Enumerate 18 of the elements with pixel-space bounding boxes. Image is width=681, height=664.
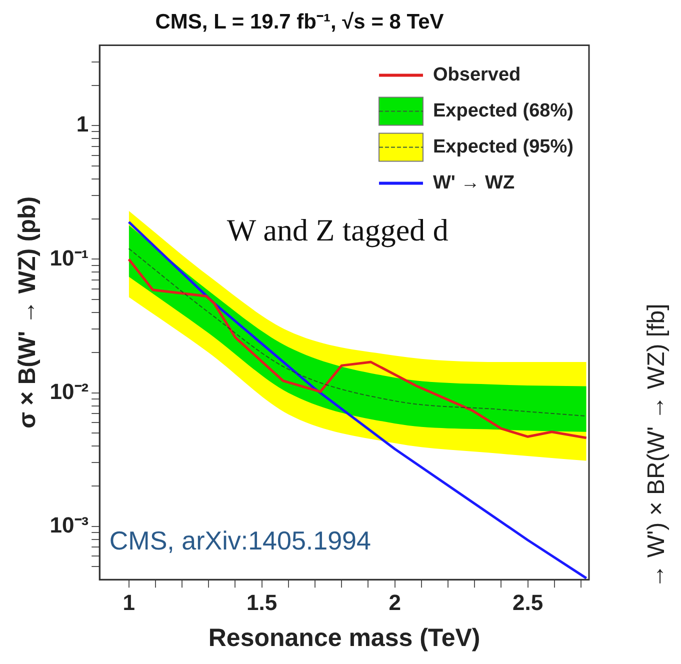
y-tick-label: 10⁻¹	[50, 245, 89, 270]
legend-label: Expected (68%)	[433, 100, 574, 122]
x-axis-title: Resonance mass (TeV)	[208, 624, 480, 652]
annotation: W and Z tagged d	[226, 212, 449, 248]
legend-label: Observed	[433, 64, 521, 86]
x-tick-label: 2.5	[512, 590, 544, 615]
legend-label: Expected (95%)	[433, 136, 574, 158]
y-tick-label: 10⁻²	[50, 378, 89, 404]
x-tick-label: 2	[388, 590, 401, 615]
legend-label: W' → WZ	[433, 172, 515, 194]
chart-title: CMS, L = 19.7 fb⁻¹, √s = 8 TeV	[155, 10, 444, 34]
y-tick-label: 1	[76, 112, 89, 137]
x-tick-label: 1	[122, 590, 135, 615]
x-tick-label: 1.5	[246, 590, 278, 615]
y-tick-label: 10⁻³	[50, 512, 89, 538]
text: → W') × BR(W' → WZ) [fb]	[643, 304, 670, 588]
annotation: CMS, arXiv:1405.1994	[109, 525, 371, 556]
y-axis-title: σ × B(W' → WZ) (pb)	[14, 196, 42, 428]
